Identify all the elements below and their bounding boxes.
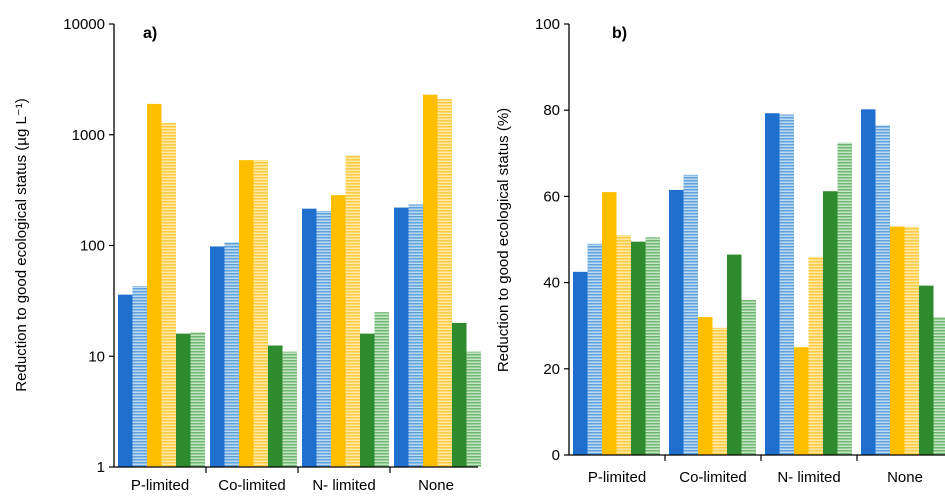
y-tick-label-b-1: 20	[543, 361, 560, 378]
bar-a-1-4	[161, 122, 176, 467]
bars-b	[573, 109, 945, 461]
y-tick-label-a-2: 100	[80, 238, 105, 255]
bar-b-4-5	[919, 285, 934, 455]
bar-b-2-2	[683, 174, 698, 455]
bar-b-1-2	[587, 243, 602, 455]
x-category-label-b-3: N- limited	[777, 469, 840, 486]
bar-a-1-3	[147, 103, 162, 467]
y-tick-label-b-3: 60	[543, 188, 560, 205]
bar-a-2-2	[224, 242, 239, 467]
bar-b-2-3	[698, 317, 713, 455]
x-category-label-b-2: Co-limited	[679, 469, 747, 486]
y-tick-label-a-3: 1000	[72, 127, 105, 144]
y-tick-label-b-2: 40	[543, 275, 560, 292]
bar-b-2-5	[727, 254, 742, 455]
x-category-label-a-3: N- limited	[312, 477, 375, 494]
bar-a-2-5	[268, 345, 283, 467]
bar-a-2-3	[239, 160, 254, 467]
x-category-label-a-4: None	[418, 477, 454, 494]
panel-label-a: a)	[143, 25, 157, 42]
y-tick-label-b-4: 80	[543, 102, 560, 119]
x-category-label-b-4: None	[887, 469, 923, 486]
bar-b-3-5	[823, 191, 838, 456]
y-axis-label-b: Reduction to good ecological status (%)	[495, 108, 512, 372]
bar-b-3-6	[837, 142, 852, 455]
y-tick-label-b-5: 100	[535, 16, 560, 33]
bar-a-2-4	[253, 160, 268, 467]
bar-a-3-5	[360, 333, 375, 467]
bar-b-4-1	[861, 109, 876, 455]
x-categories-b: P-limited Co-limited N- limited None	[588, 469, 923, 486]
bar-b-4-4	[904, 226, 919, 455]
bar-a-3-1	[302, 208, 317, 467]
bar-b-4-6	[933, 317, 945, 455]
y-tick-label-a-1: 10	[88, 348, 105, 365]
y-tick-label-a-4: 10000	[63, 16, 105, 33]
x-category-label-a-2: Co-limited	[218, 477, 286, 494]
bar-b-1-5	[631, 241, 646, 455]
bar-a-1-6	[190, 332, 205, 467]
bar-a-3-6	[374, 312, 389, 467]
chart-panel-b: Reduction to good ecological status (%) …	[495, 16, 945, 486]
bar-a-2-6	[282, 351, 297, 467]
bar-a-3-3	[331, 195, 346, 467]
y-tick-label-b-0: 0	[552, 447, 560, 464]
y-axis-label-a: Reduction to good ecological status (µg …	[13, 98, 30, 391]
bar-b-1-3	[602, 192, 617, 455]
panel-label-b: b)	[612, 25, 627, 42]
y-tick-label-a-0: 1	[97, 459, 105, 476]
chart-panel-a: Reduction to good ecological status (µg …	[13, 16, 481, 494]
bar-b-3-1	[765, 113, 780, 455]
y-ticks-a: 1 10 100 1000 10000	[63, 16, 114, 476]
bar-b-4-3	[890, 226, 905, 455]
bar-b-2-1	[669, 189, 684, 455]
bar-a-2-1	[210, 246, 225, 467]
bar-b-1-4	[616, 235, 631, 455]
x-categories-a: P-limited Co-limited N- limited None	[131, 477, 454, 494]
x-category-label-a-1: P-limited	[131, 477, 189, 494]
bar-b-4-2	[875, 125, 890, 455]
bar-b-1-6	[645, 237, 660, 455]
bar-a-4-6	[466, 351, 481, 467]
bar-a-1-1	[118, 294, 133, 467]
bar-b-1-1	[573, 271, 588, 455]
bar-b-3-4	[808, 256, 823, 455]
bar-a-4-1	[394, 207, 409, 467]
bar-b-3-3	[794, 347, 809, 455]
bar-a-1-5	[176, 333, 191, 467]
y-ticks-b: 0 20 40 60 80 100	[535, 16, 569, 464]
bar-b-2-6	[741, 299, 756, 455]
x-category-label-b-1: P-limited	[588, 469, 646, 486]
bar-a-1-2	[132, 286, 147, 467]
bar-a-4-2	[408, 204, 423, 467]
bar-a-4-5	[452, 322, 467, 467]
bar-a-3-2	[316, 210, 331, 467]
bars-a	[118, 94, 481, 473]
bar-a-3-4	[345, 155, 360, 467]
bar-b-2-4	[712, 327, 727, 455]
bar-b-3-2	[779, 114, 794, 455]
bar-a-4-3	[423, 94, 438, 467]
bar-a-4-4	[437, 99, 452, 467]
